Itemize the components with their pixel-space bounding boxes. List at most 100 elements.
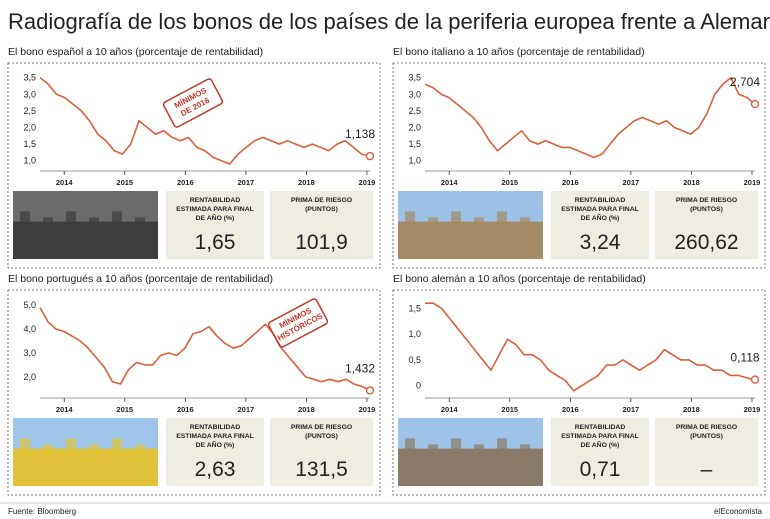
x-tick-label: 2017: [238, 178, 255, 187]
end-point: [750, 99, 760, 109]
x-tick-label: 2015: [116, 405, 133, 414]
x-tick-label: 2014: [56, 405, 74, 414]
photo-detail: [20, 211, 30, 246]
line-series: [425, 302, 756, 392]
photo-detail: [89, 217, 99, 252]
stat-label: PRIMA DE RIESGO: [291, 197, 352, 204]
x-tick-label: 2018: [683, 178, 700, 187]
stat-label: (PUNTOS): [690, 206, 723, 213]
panel-frame: [392, 62, 766, 269]
stat-label: RENTABILIDAD: [575, 197, 626, 204]
stat-value: 260,62: [674, 231, 738, 254]
source: Fuente: Bloomberg: [8, 507, 76, 516]
photo-detail: [428, 217, 438, 252]
y-tick-label: 2,0: [408, 122, 421, 132]
stamp-frame: [267, 298, 329, 348]
x-tick-label: 2014: [441, 178, 459, 187]
photo-detail: [13, 448, 158, 486]
stat-label: (PUNTOS): [305, 433, 338, 440]
stat-box: [166, 418, 264, 486]
value-label: 0,118: [730, 351, 759, 365]
x-tick-label: 2018: [298, 405, 315, 414]
y-tick-label: 3,5: [408, 73, 421, 83]
y-tick-label: 4,0: [23, 324, 36, 334]
x-tick-label: 2017: [238, 405, 255, 414]
panel-frame: [392, 289, 766, 496]
stat-label: RENTABILIDAD: [190, 424, 241, 431]
chart-subtitle: El bono español a 10 años (porcentaje de…: [8, 46, 263, 58]
y-tick-label: 1,5: [408, 139, 421, 149]
photo-detail: [405, 438, 415, 473]
x-tick-label: 2018: [298, 178, 315, 187]
photo-detail: [112, 211, 122, 246]
photo-detail: [497, 438, 507, 473]
y-tick-label: 2,5: [23, 106, 36, 116]
x-tick-label: 2019: [359, 405, 376, 414]
photo-detail: [13, 221, 158, 259]
stat-label: PRIMA DE RIESGO: [676, 424, 737, 431]
y-tick-label: 2,5: [408, 106, 421, 116]
chart-subtitle: El bono alemán a 10 años (porcentaje de …: [393, 273, 646, 285]
stat-label: PRIMA DE RIESGO: [291, 424, 352, 431]
stamp-frame: [162, 78, 224, 128]
photo-detail: [89, 444, 99, 479]
stat-box: [655, 191, 758, 259]
x-tick-label: 2019: [744, 405, 761, 414]
stat-value: 3,24: [580, 231, 621, 254]
y-tick-label: 1,0: [23, 156, 36, 166]
photo-detail: [451, 211, 461, 246]
x-tick-label: 2015: [501, 405, 518, 414]
chart-subtitle: El bono italiano a 10 años (porcentaje d…: [393, 46, 645, 58]
brand: elEconomista: [714, 507, 763, 516]
panel-frame: [7, 62, 381, 269]
photo-detail: [66, 438, 76, 473]
x-tick-label: 2014: [441, 405, 459, 414]
y-tick-label: 0,5: [408, 355, 421, 365]
photo-detail: [520, 444, 530, 479]
y-tick-label: 1,0: [408, 329, 421, 339]
x-tick-label: 2015: [501, 178, 518, 187]
photo-detail: [112, 438, 122, 473]
end-point: [365, 151, 375, 161]
y-tick-label: 5,0: [23, 300, 36, 310]
y-tick-label: 1,0: [408, 156, 421, 166]
stat-label: ESTIMADA PARA FINAL: [176, 433, 254, 440]
x-tick-label: 2014: [56, 178, 74, 187]
stat-value: 2,63: [195, 458, 236, 481]
page-title: Radiografía de los bonos de los países d…: [8, 9, 770, 34]
stat-value: 0,71: [580, 458, 621, 481]
line-series: [39, 307, 371, 392]
x-tick-label: 2016: [562, 178, 579, 187]
stat-label: DE AÑO (%): [196, 213, 235, 222]
photo-detail: [398, 221, 543, 259]
x-tick-label: 2016: [177, 178, 194, 187]
x-tick-label: 2016: [177, 405, 194, 414]
photo-detail: [66, 211, 76, 246]
photo-detail: [43, 217, 53, 252]
x-tick-label: 2016: [562, 405, 579, 414]
y-tick-label: 1,5: [23, 139, 36, 149]
stat-label: RENTABILIDAD: [190, 197, 241, 204]
photo-detail: [135, 444, 145, 479]
value-label: 2,704: [730, 75, 760, 89]
stat-label: (PUNTOS): [305, 206, 338, 213]
x-tick-label: 2019: [744, 178, 761, 187]
photo-detail: [497, 211, 507, 246]
panel-frame: [7, 289, 381, 496]
stat-label: ESTIMADA PARA FINAL: [176, 206, 254, 213]
y-tick-label: 1,5: [408, 303, 421, 313]
photo-detail: [474, 217, 484, 252]
photo-detail: [428, 444, 438, 479]
photo-detail: [405, 211, 415, 246]
stat-value: 101,9: [295, 231, 348, 254]
y-tick-label: 3,0: [23, 348, 36, 358]
stat-value: –: [701, 458, 713, 481]
stat-label: (PUNTOS): [690, 433, 723, 440]
photo-detail: [135, 217, 145, 252]
stat-label: DE AÑO (%): [581, 213, 620, 222]
photo-detail: [398, 448, 543, 486]
photo-detail: [20, 438, 30, 473]
